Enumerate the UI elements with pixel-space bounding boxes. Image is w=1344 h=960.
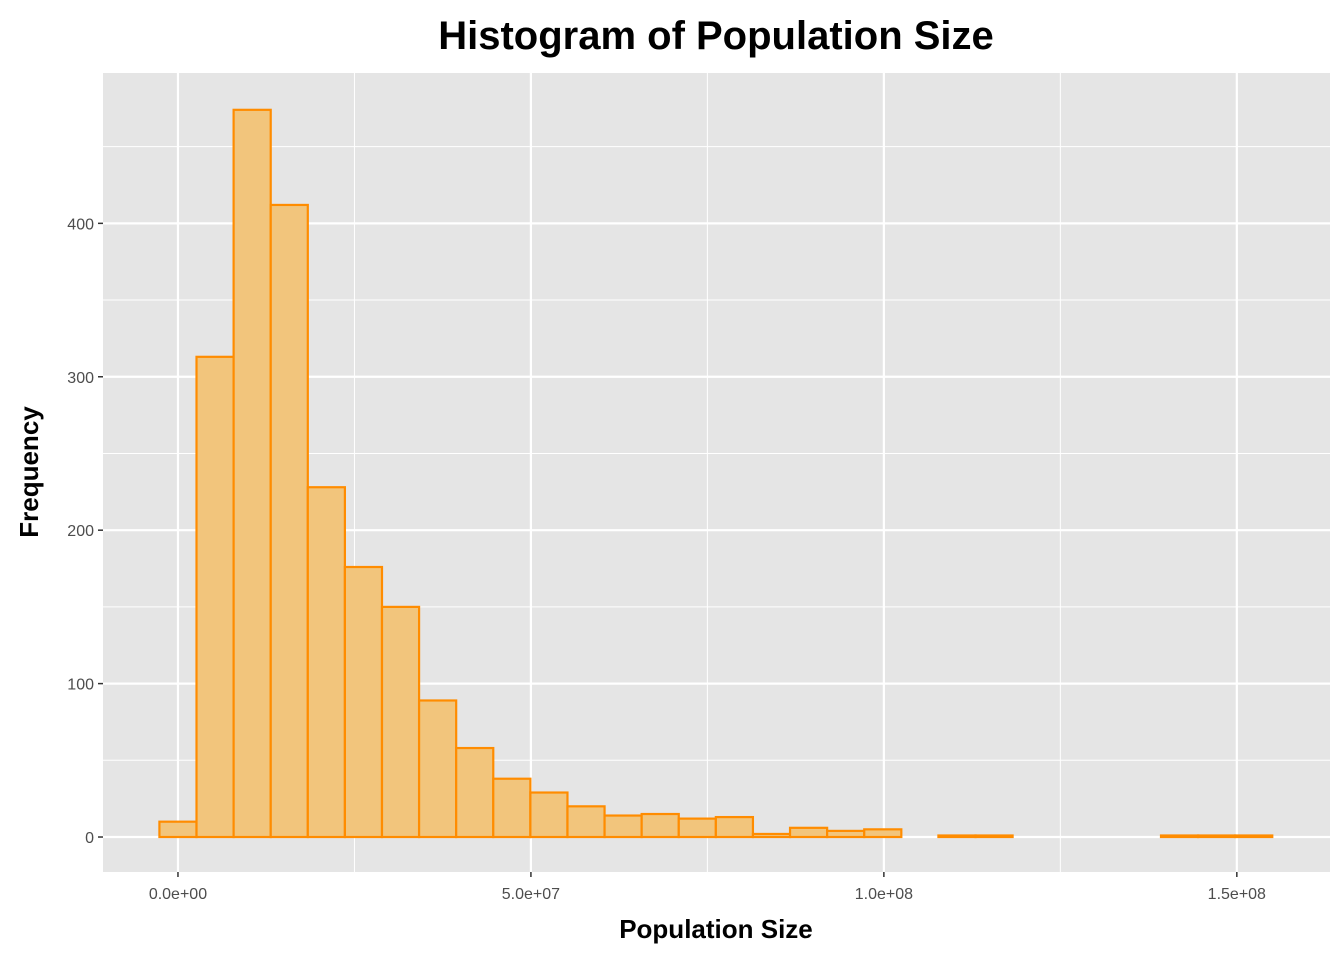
bars — [158, 108, 1274, 839]
histogram-bar — [826, 829, 866, 839]
y-axis-label: Frequency — [14, 406, 44, 538]
y-tick-label: 0 — [85, 830, 94, 847]
histogram-bar — [677, 817, 717, 839]
chart-title: Histogram of Population Size — [438, 14, 994, 58]
histogram-bar — [751, 832, 792, 839]
histogram-bar — [529, 791, 569, 839]
histogram-bar — [195, 355, 235, 839]
histogram-bar — [566, 805, 606, 839]
histogram-bar — [640, 812, 680, 839]
x-tick-label: 1.5e+08 — [1208, 886, 1266, 903]
histogram-bar — [863, 828, 903, 839]
histogram-bar — [269, 203, 309, 839]
histogram-bar — [937, 834, 977, 839]
histogram-bar — [343, 565, 384, 839]
histogram-bar — [788, 826, 829, 839]
histogram-bar — [603, 814, 643, 839]
histogram-bar — [974, 834, 1014, 839]
histogram-bar — [455, 746, 495, 839]
histogram-bar — [417, 699, 458, 839]
histogram-bar — [492, 777, 532, 839]
histogram-bar — [1234, 834, 1274, 839]
histogram-bar — [158, 820, 198, 839]
y-tick-label: 200 — [67, 523, 94, 540]
y-tick-label: 400 — [67, 216, 94, 233]
y-tick-label: 100 — [67, 677, 94, 694]
histogram-bar — [714, 815, 755, 839]
y-tick-label: 300 — [67, 370, 94, 387]
y-axis-ticks: 0 100 200 300 400 — [67, 216, 103, 847]
x-tick-label: 1.0e+08 — [855, 886, 913, 903]
histogram-bar — [232, 108, 272, 839]
x-axis-ticks: 0.0e+00 5.0e+07 1.0e+08 1.5e+08 — [149, 872, 1266, 903]
x-tick-label: 0.0e+00 — [149, 886, 207, 903]
histogram-bar — [306, 486, 346, 839]
histogram-bar — [1159, 834, 1200, 839]
x-tick-label: 5.0e+07 — [502, 886, 560, 903]
histogram-bar — [1196, 834, 1237, 839]
x-axis-label: Population Size — [619, 914, 813, 944]
histogram-bar — [380, 605, 421, 839]
